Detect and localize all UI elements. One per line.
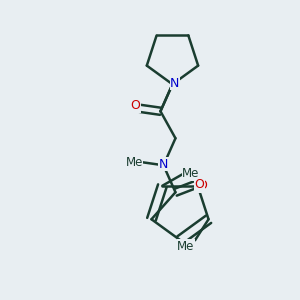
Text: Me: Me [182,167,200,180]
Text: O: O [130,99,140,112]
Text: O: O [194,178,204,191]
Text: Me: Me [125,156,143,169]
Text: N: N [170,76,180,90]
Text: N: N [159,158,168,171]
Text: O: O [197,179,207,192]
Text: Me: Me [177,240,195,253]
Text: N: N [170,77,180,90]
